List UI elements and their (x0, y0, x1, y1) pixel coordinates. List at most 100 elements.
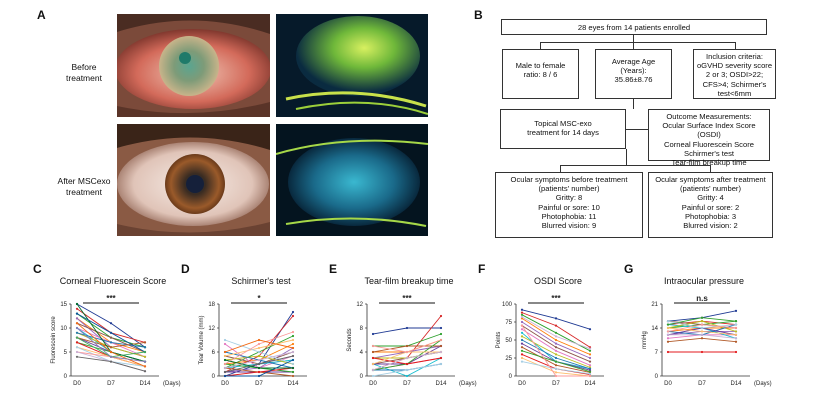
data-point (223, 374, 227, 378)
data-point (75, 336, 79, 339)
series-line (667, 310, 737, 322)
data-point (439, 344, 443, 348)
chart-title: Intraocular pressure (663, 276, 745, 286)
data-point (666, 350, 670, 354)
data-point (75, 312, 79, 315)
y-tick-label: 14 (651, 326, 658, 332)
data-point (700, 323, 704, 326)
data-point (439, 314, 443, 318)
before-label-line1: Before (71, 62, 97, 72)
data-point (291, 314, 295, 318)
significance-label: *** (402, 294, 412, 303)
outcomes-line4: Schirmer's test (684, 148, 734, 158)
data-point (666, 326, 670, 330)
data-point (291, 342, 295, 346)
data-point (109, 336, 113, 339)
y-tick-label: 7 (655, 350, 659, 356)
data-point (554, 349, 558, 352)
data-point (666, 337, 670, 340)
data-point (734, 333, 738, 336)
data-point (520, 313, 524, 316)
series-line (224, 339, 294, 353)
y-tick-label: 0 (360, 374, 364, 380)
x-tick-label: D0 (369, 381, 377, 387)
y-tick-label: 12 (356, 302, 363, 308)
data-point (700, 333, 704, 336)
significance-label: *** (551, 294, 561, 303)
data-point (75, 355, 79, 358)
flow-age-box: Average Age (Years): 35.86±8.76 (595, 49, 672, 99)
data-point (291, 358, 295, 362)
data-point (734, 337, 738, 340)
y-tick-label: 6 (212, 350, 216, 356)
y-tick-label: 100 (502, 302, 513, 308)
data-point (520, 346, 524, 349)
data-point (554, 367, 558, 370)
inclusion-line1: Inclusion criteria: (706, 52, 763, 61)
eye-photo-after-fluorescein (276, 124, 428, 236)
data-point (666, 330, 670, 333)
after-label-line2: treatment (66, 187, 102, 197)
data-point (554, 374, 558, 378)
data-point (520, 338, 524, 342)
data-point (700, 320, 704, 323)
x-tick-label: D0 (664, 381, 672, 387)
y-tick-label: 8 (360, 326, 364, 332)
data-point (257, 338, 261, 342)
data-point (75, 350, 79, 354)
data-point (734, 350, 738, 354)
data-point (405, 356, 409, 360)
flow-connector (633, 42, 634, 49)
outcomes-line2: Ocular Surface Index Score (OSDI) (662, 121, 756, 140)
after-item: Blurred vision: 2 (683, 221, 738, 231)
data-point (371, 350, 375, 354)
data-point (588, 353, 592, 356)
chart-svg: 0 7 14 21 D0 D7 D14 (Days) mmHg n.s (642, 294, 772, 387)
x-tick-label: D14 (584, 381, 596, 387)
data-point (520, 349, 524, 352)
series-line (373, 345, 442, 365)
chart-svg: 0 6 12 18 D0 D7 D14 Tear Volume (mm) * (199, 294, 307, 387)
data-point (257, 366, 261, 370)
eye-photo-before-fluorescein (276, 14, 428, 117)
data-point (371, 332, 375, 336)
data-point (257, 354, 261, 358)
flow-connector (540, 42, 736, 43)
inclusion-line5: test<6mm (717, 88, 752, 98)
data-point (291, 338, 295, 342)
data-point (439, 350, 443, 354)
y-tick-label: 15 (60, 302, 67, 308)
chart-svg: 0 4 8 12 D0 D7 D14 (Days) Seconds *** (347, 294, 477, 387)
x-tick-label: D7 (552, 381, 560, 387)
inclusion-line2: oGVHD severity score (696, 61, 773, 71)
chart-title: Schirmer's test (231, 276, 291, 286)
y-tick-label: 0 (509, 374, 513, 380)
data-point (257, 350, 261, 354)
age-line2: (Years): (620, 66, 647, 76)
data-point (109, 322, 113, 325)
data-point (734, 320, 738, 323)
panel-letter-a: A (37, 8, 46, 22)
outcomes-line3: Corneal Fluorescein Score (664, 139, 754, 149)
data-point (291, 370, 295, 374)
before-item: Blurred vision: 9 (541, 221, 597, 231)
data-point (75, 322, 79, 325)
y-tick-label: 25 (505, 356, 512, 362)
before-item: Photophobia: 11 (541, 211, 597, 221)
y-axis-label: Tear Volume (mm) (199, 315, 205, 364)
flow-treatment-box: Topical MSC-exo treatment for 14 days (500, 109, 626, 149)
inclusion-line4: CFS>4; Schirmer's (702, 79, 767, 89)
data-point (520, 360, 524, 363)
data-point (109, 331, 113, 334)
data-point (588, 328, 592, 331)
flow-connector (633, 99, 634, 109)
data-point (371, 374, 375, 378)
data-point (554, 371, 558, 374)
data-point (439, 332, 443, 336)
data-point (554, 335, 558, 338)
data-point (291, 330, 295, 334)
data-point (257, 358, 261, 362)
data-point (588, 370, 592, 373)
data-point (520, 315, 524, 319)
treatment-line1: Topical MSC-exo (534, 119, 592, 128)
